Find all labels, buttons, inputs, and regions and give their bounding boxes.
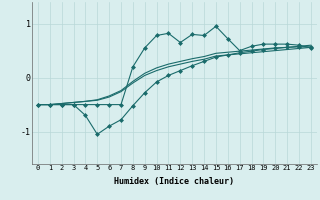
X-axis label: Humidex (Indice chaleur): Humidex (Indice chaleur) <box>115 177 234 186</box>
